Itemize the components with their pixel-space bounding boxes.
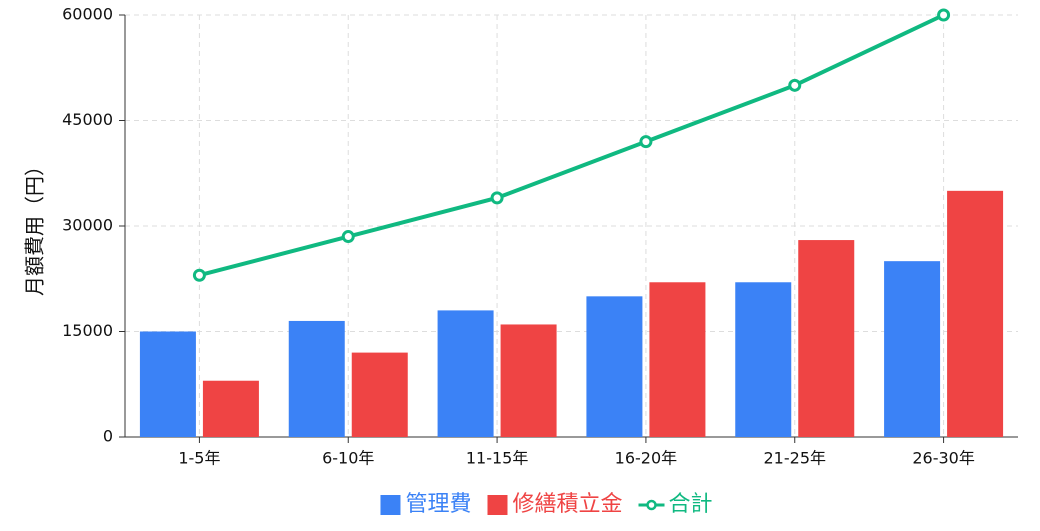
x-tick-label: 11-15年 [466,449,529,468]
bar [649,282,706,437]
x-tick-label: 16-20年 [615,449,678,468]
bar [139,331,196,437]
legend: 管理費 修繕積立金 合計 [380,492,713,517]
y-axis-label: 月額費用（円） [23,156,47,296]
x-tick-label: 21-25年 [764,449,827,468]
line-point [490,191,504,205]
bar [351,352,408,437]
y-tick-label: 45000 [62,110,113,129]
bar [735,282,792,437]
bar [798,240,855,437]
x-tick-label: 26-30年 [912,449,975,468]
x-tick-label: 1-5年 [178,449,220,468]
x-tick-label: 6-10年 [322,449,374,468]
bar [437,310,494,437]
legend-label: 管理費 [405,492,471,517]
line-point [937,8,951,22]
legend-label: 修繕積立金 [512,492,622,517]
y-tick-label: 0 [103,427,113,446]
line-point [341,230,355,244]
line-point [192,268,206,282]
legend-marker [646,499,657,511]
bar [884,261,941,437]
y-tick-label: 15000 [62,321,113,340]
legend-swatch [380,495,401,515]
y-tick-label: 60000 [62,5,113,24]
legend-swatch [487,495,508,515]
line-point [788,78,802,92]
bar [202,380,259,437]
bar [947,190,1004,437]
y-tick-label: 30000 [62,216,113,235]
line-point [639,135,653,149]
line [198,13,945,278]
bar [288,320,345,437]
bar [500,324,557,437]
legend-label: 合計 [669,492,713,517]
bar [586,296,643,437]
